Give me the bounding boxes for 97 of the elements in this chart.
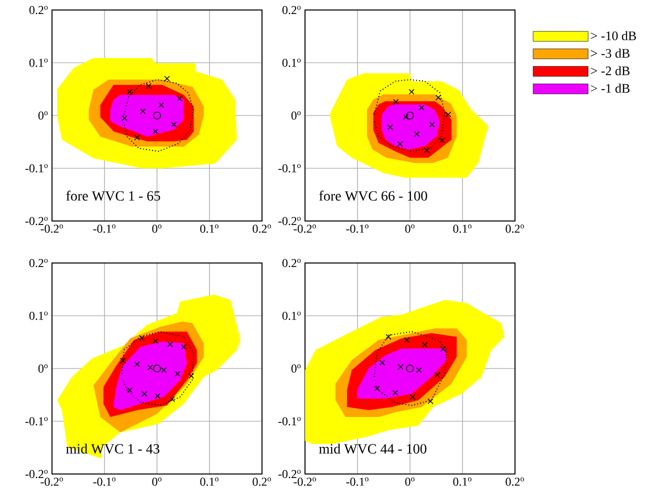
point: [402, 114, 409, 120]
point: [152, 128, 158, 134]
x-tick-label: 0.1$^{o}$: [200, 224, 218, 233]
x-tick-label: -0.1$^{o}$: [346, 224, 368, 233]
y-tick-label: -0.1$^{o}$: [25, 164, 48, 172]
point: [140, 108, 146, 114]
x-tick-label: 0.2$^{o}$: [506, 224, 524, 233]
x-tick-label: -0.1$^{o}$: [346, 478, 368, 486]
legend-label: > -2 dB: [590, 66, 630, 76]
point: [406, 112, 414, 120]
point: [174, 370, 180, 377]
point: [392, 390, 398, 396]
point: [416, 367, 422, 373]
point: [170, 122, 177, 128]
point: [429, 122, 435, 128]
point: [387, 124, 393, 130]
legend-label: > -1 dB: [590, 84, 630, 93]
point: [153, 112, 161, 120]
x-tick-label: 0.2$^{o}$: [252, 478, 271, 486]
x-tick-label: 0.1$^{o}$: [453, 478, 472, 486]
legend-label: > -10 dB: [590, 31, 636, 40]
point: [138, 335, 145, 341]
point: [414, 131, 420, 137]
point: [410, 394, 416, 400]
y-tick-label: -0.2$^{o}$: [278, 470, 301, 478]
point: [404, 337, 410, 343]
point: [439, 137, 445, 144]
y-tick-label: 0.2$^{o}$: [29, 258, 48, 268]
x-tick-label: 0$^{o}$: [405, 224, 414, 233]
point: [435, 94, 442, 100]
y-tick-label: -0.2$^{o}$: [278, 216, 301, 226]
point: [180, 344, 187, 350]
point: [160, 367, 167, 373]
y-tick-label: -0.2$^{o}$: [25, 216, 48, 226]
point: [164, 76, 170, 82]
point: [188, 373, 194, 379]
point: [158, 102, 164, 108]
y-tick-label: -0.2$^{o}$: [25, 470, 48, 478]
x-tick-label: 0.1$^{o}$: [453, 224, 472, 233]
x-tick-label: -0.1$^{o}$: [93, 478, 116, 486]
x-tick-label: 0$^{o}$: [152, 224, 162, 233]
point: [408, 88, 414, 95]
point: [146, 83, 152, 89]
line-series: [374, 331, 448, 406]
x-tick-label: 0.2$^{o}$: [252, 224, 271, 233]
y-tick-label: 0.2$^{o}$: [282, 258, 301, 268]
y-tick-label: 0$^{o}$: [291, 364, 301, 373]
point: [440, 346, 446, 352]
y-tick-label: 0.1$^{o}$: [29, 58, 48, 67]
point: [428, 398, 434, 404]
y-tick-label: -0.1$^{o}$: [25, 417, 48, 426]
point: [386, 334, 392, 340]
point: [153, 364, 161, 372]
y-tick-label: 0.2$^{o}$: [282, 6, 301, 14]
point: [169, 396, 176, 402]
line-series: [121, 331, 194, 406]
annotation: mid WVC 44 - 100: [319, 444, 426, 454]
y-tick-label: 0$^{o}$: [38, 111, 48, 120]
y-tick-label: -0.1$^{o}$: [278, 417, 301, 426]
point: [424, 147, 430, 154]
point: [134, 361, 140, 368]
y-tick-label: -0.1$^{o}$: [278, 164, 301, 172]
y-tick-label: 0$^{o}$: [38, 364, 48, 373]
point: [142, 390, 148, 397]
point: [434, 372, 440, 378]
point: [418, 104, 424, 110]
point: [406, 364, 414, 372]
point: [176, 96, 182, 102]
x-tick-label: 0.1$^{o}$: [200, 478, 218, 486]
y-tick-label: 0.1$^{o}$: [29, 312, 48, 320]
point: [122, 115, 128, 122]
point: [120, 358, 126, 364]
x-tick-label: 0$^{o}$: [152, 478, 162, 486]
point: [374, 386, 380, 392]
y-tick-label: 0.1$^{o}$: [282, 312, 301, 320]
point: [147, 364, 154, 370]
point: [126, 387, 133, 394]
point: [397, 141, 403, 147]
point: [154, 393, 160, 399]
point: [126, 88, 133, 95]
point: [392, 98, 399, 105]
annotation: fore WVC 66 - 100: [319, 190, 428, 201]
x-tick-label: 0.2$^{o}$: [506, 478, 524, 486]
point: [398, 364, 404, 370]
point: [445, 112, 452, 118]
x-tick-label: -0.1$^{o}$: [93, 224, 116, 233]
legend-label: > -3 dB: [590, 48, 630, 58]
point: [167, 341, 174, 348]
y-tick-label: 0$^{o}$: [291, 111, 301, 120]
point: [379, 360, 386, 366]
x-tick-label: 0$^{o}$: [405, 478, 414, 486]
annotation: fore WVC 1 - 65: [66, 190, 160, 201]
y-tick-label: 0.1$^{o}$: [282, 58, 301, 67]
point: [134, 134, 140, 141]
point: [422, 342, 428, 348]
y-tick-label: 0.2$^{o}$: [29, 6, 48, 14]
point: [152, 338, 158, 344]
